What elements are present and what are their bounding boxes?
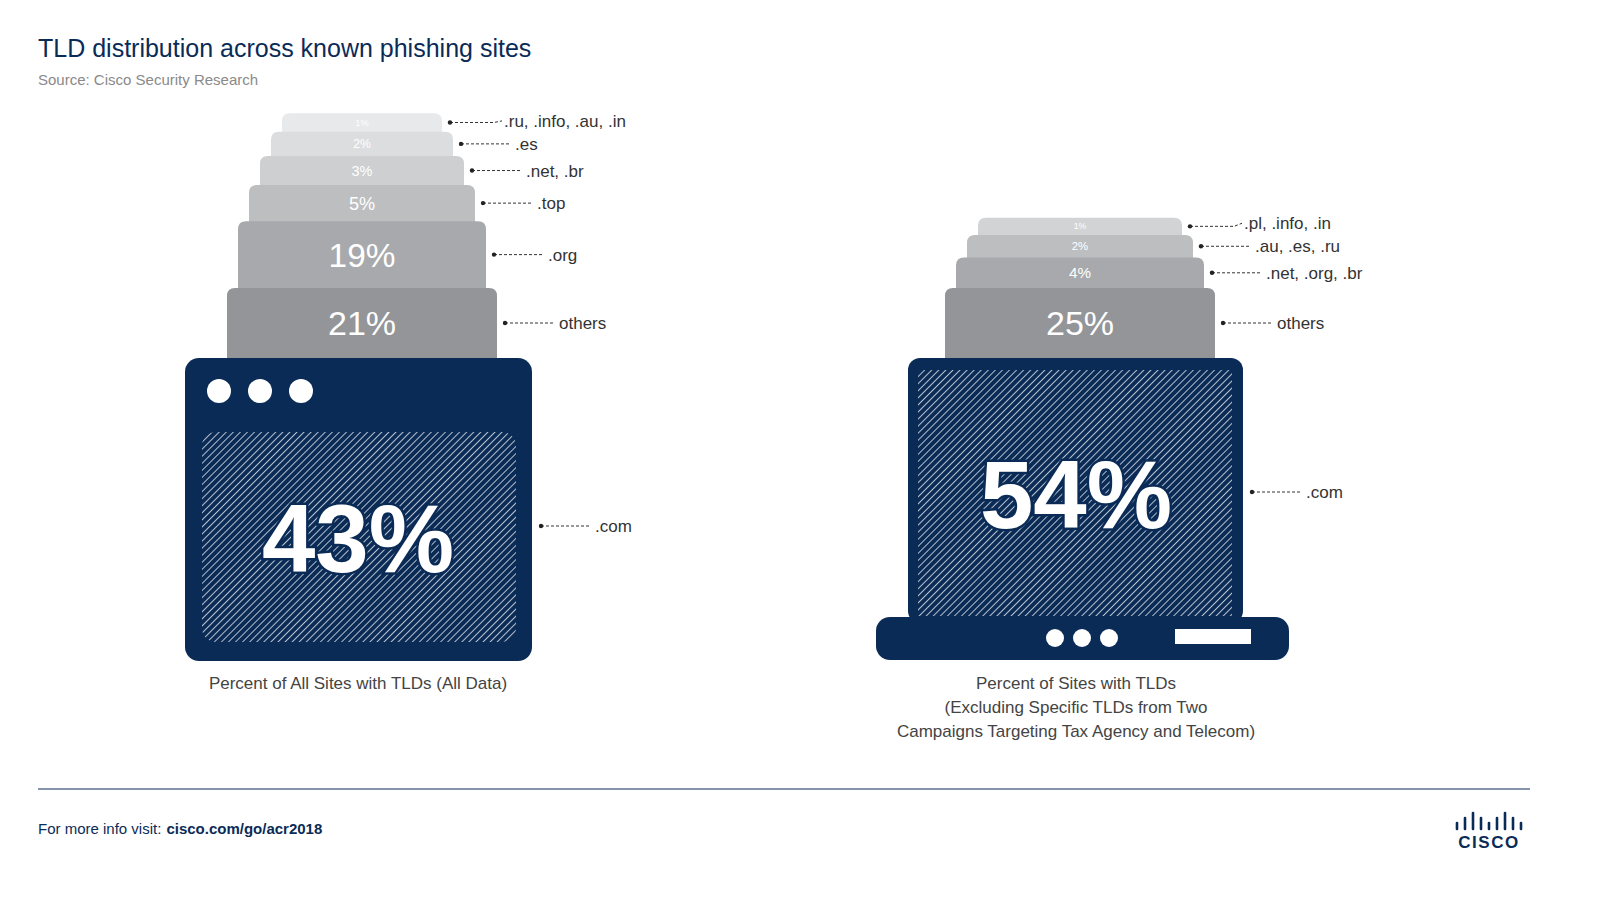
layer xyxy=(945,288,1215,370)
footer-link: cisco.com/go/acr2018 xyxy=(166,820,322,837)
leader-dot xyxy=(459,142,463,146)
leader-line xyxy=(450,121,502,123)
chart: 54% 25% 4% 2% 1% .com others .net, .org, .br .au… xyxy=(876,214,1363,741)
leader-dot xyxy=(481,201,485,205)
leader-dot xyxy=(503,321,507,325)
laptop-base xyxy=(876,617,1289,660)
leader-dot xyxy=(1210,271,1214,275)
category-label: .com xyxy=(1306,483,1343,502)
leader-line xyxy=(541,526,589,527)
leader-dot xyxy=(539,524,543,528)
device-screen xyxy=(202,432,516,642)
value-label: 19% xyxy=(329,237,396,274)
leader-line xyxy=(1190,223,1242,226)
marks xyxy=(185,113,532,661)
value-label: 1% xyxy=(1074,221,1087,231)
category-label: .pl, .info, .in xyxy=(1244,214,1331,233)
leader-line xyxy=(461,143,509,144)
footer: For more info visit: cisco.com/go/acr2018 xyxy=(38,820,322,837)
value-label: 4% xyxy=(1069,264,1091,281)
logo-bar xyxy=(1464,818,1467,829)
category-label: .net, .org, .br xyxy=(1266,264,1363,283)
leader-dot xyxy=(1199,244,1203,248)
leader-line xyxy=(1223,323,1271,324)
leader-dot xyxy=(1250,490,1254,494)
leader-line xyxy=(1212,272,1260,273)
logo-bar xyxy=(1472,813,1475,829)
window-dot xyxy=(289,379,313,403)
logo-bar xyxy=(1456,823,1459,829)
source: Source: Cisco Security Research xyxy=(38,71,258,88)
laptop-dot xyxy=(1100,629,1118,647)
chart-page: TLD distribution across known phishing s… xyxy=(0,0,1600,900)
title: TLD distribution across known phishing s… xyxy=(38,34,531,62)
window-dot xyxy=(207,379,231,403)
logo-bar xyxy=(1480,818,1483,829)
value-label: 43% xyxy=(262,485,454,592)
value-label: 3% xyxy=(352,163,373,179)
leader-line xyxy=(494,254,542,255)
category-label: others xyxy=(1277,314,1324,333)
chart-title: Campaigns Targeting Tax Agency and Telec… xyxy=(897,722,1255,741)
value-label: 5% xyxy=(349,194,375,214)
leader-line xyxy=(483,203,531,204)
logo-bar xyxy=(1488,823,1491,829)
category-label: .net, .br xyxy=(526,162,584,181)
leader-line xyxy=(1252,492,1300,493)
value-label: 1% xyxy=(355,118,368,128)
laptop-bar xyxy=(1175,629,1251,644)
logo-bar xyxy=(1520,823,1523,829)
logo: CISCO xyxy=(1457,813,1521,852)
value-label: 2% xyxy=(1072,240,1088,252)
leader-dot xyxy=(448,120,452,124)
texts: 54% 25% 4% 2% 1% .com others .net, .org, .br .au… xyxy=(897,214,1363,741)
chart-title: Percent of All Sites with TLDs (All Data… xyxy=(209,674,507,693)
leader-line xyxy=(505,323,553,324)
chart: 43% 21% 19% 5% 3% 2% 1% .com others .org .top .net,… xyxy=(185,112,632,693)
leader-line xyxy=(472,170,520,171)
category-label: .es xyxy=(515,135,538,154)
category-label: .top xyxy=(537,194,565,213)
value-label: 54% xyxy=(980,441,1172,548)
value-label: 2% xyxy=(353,137,371,151)
texts: 43% 21% 19% 5% 3% 2% 1% .com others .org .top .net,… xyxy=(209,112,632,693)
layer xyxy=(227,288,497,370)
leader-dot xyxy=(1221,321,1225,325)
chart-title: Percent of Sites with TLDs xyxy=(976,674,1176,693)
logo-bar xyxy=(1496,818,1499,829)
category-label: others xyxy=(559,314,606,333)
device-frame xyxy=(185,358,532,661)
window-dot xyxy=(248,379,272,403)
laptop-dot xyxy=(1046,629,1064,647)
leader-line xyxy=(1201,246,1249,247)
logo-bar xyxy=(1512,818,1515,829)
category-label: .org xyxy=(548,246,577,265)
marks xyxy=(876,218,1289,660)
logo-text: CISCO xyxy=(1458,833,1519,852)
category-label: .ru, .info, .au, .in xyxy=(504,112,626,131)
leader-dot xyxy=(1188,224,1192,228)
footer-text: For more info visit: xyxy=(38,820,161,837)
category-label: .au, .es, .ru xyxy=(1255,237,1340,256)
footer-rule xyxy=(38,789,1530,790)
logo-bar xyxy=(1504,813,1507,829)
value-label: 25% xyxy=(1046,304,1114,342)
chart-title: (Excluding Specific TLDs from Two xyxy=(945,698,1208,717)
laptop-dot xyxy=(1073,629,1091,647)
device-frame xyxy=(908,358,1243,623)
device-screen xyxy=(918,370,1232,616)
leader-dot xyxy=(492,252,496,256)
category-label: .com xyxy=(595,517,632,536)
leader-dot xyxy=(470,168,474,172)
value-label: 21% xyxy=(328,304,396,342)
